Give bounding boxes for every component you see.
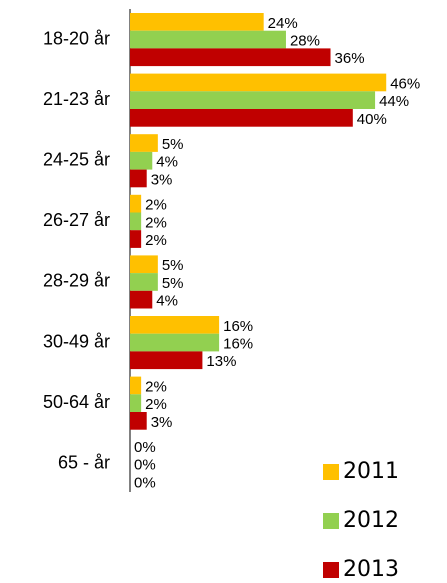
value-label: 2% [145,197,167,214]
bar [130,109,353,127]
value-label: 4% [156,154,178,171]
bar [130,13,264,31]
bar [130,30,286,49]
legend-label: 2012 [343,508,399,533]
bar [130,194,142,213]
bar [130,412,147,430]
bar [130,376,142,395]
value-label: 0% [134,474,156,491]
category-label: 50-64 år [43,392,110,412]
bar [130,134,158,152]
value-label: 2% [145,396,167,413]
value-label: 24% [268,15,298,32]
bar [130,91,376,109]
value-label: 44% [379,93,409,110]
bar [130,290,153,309]
value-label: 16% [223,318,253,335]
bar [130,351,203,370]
category-label: 26-27 år [43,210,110,230]
value-label: 0% [134,439,156,456]
value-label: 28% [290,33,320,50]
legend-swatch [323,464,339,480]
value-label: 16% [223,336,253,353]
value-label: 3% [151,414,173,431]
category-label: 24-25 år [43,150,110,170]
bar [130,212,142,231]
bar [130,333,220,352]
category-label: 28-29 år [43,271,110,291]
bar [130,48,331,67]
bar [130,151,153,170]
legend-label: 2011 [343,459,399,484]
value-label: 4% [156,293,178,310]
legend-label: 2013 [343,557,399,582]
value-label: 5% [162,275,184,292]
value-label: 2% [145,214,167,231]
category-label: 18-20 år [43,28,110,48]
category-label: 30-49 år [43,331,110,351]
bar [130,316,220,334]
bar [130,394,142,412]
bar [130,169,147,188]
bar [130,273,158,291]
bar [130,230,142,248]
value-label: 13% [206,353,236,370]
value-label: 2% [145,378,167,395]
value-label: 3% [151,171,173,188]
category-label: 65 - år [58,453,110,473]
value-label: 5% [162,136,184,153]
value-label: 5% [162,257,184,274]
value-label: 40% [357,111,387,128]
legend-swatch [323,513,339,529]
value-label: 46% [390,75,420,92]
bar [130,255,158,274]
value-label: 0% [134,457,156,474]
category-label: 21-23 år [43,89,110,109]
value-label: 2% [145,232,167,249]
value-label: 36% [335,50,365,67]
legend-swatch [323,562,339,578]
bar [130,73,387,92]
